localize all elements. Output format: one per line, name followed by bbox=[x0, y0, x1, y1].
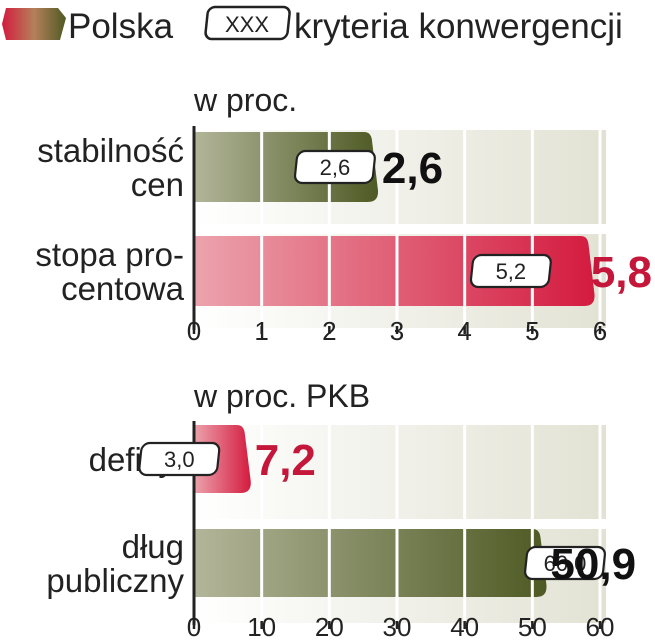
legend-criteria-box bbox=[204, 5, 291, 41]
tick-label: 10 bbox=[247, 612, 276, 640]
tick-label: 50 bbox=[518, 612, 547, 640]
bar bbox=[194, 132, 379, 202]
tick-label: 0 bbox=[187, 612, 201, 640]
legend-criteria-box-text: XXX bbox=[225, 12, 269, 37]
legend: Polska XXX kryteria konwergencji bbox=[2, 5, 623, 46]
unit-label-bottom: w proc. PKB bbox=[193, 378, 370, 414]
tick-label: 3 bbox=[390, 316, 404, 346]
criterion-label: 5,2 bbox=[496, 259, 527, 284]
criterion-box bbox=[293, 149, 376, 185]
tick-label: 20 bbox=[315, 612, 344, 640]
criterion-box bbox=[138, 441, 221, 477]
category-label: publiczny bbox=[46, 562, 184, 599]
category-label: centowa bbox=[61, 270, 185, 307]
criterion-label: 3,0 bbox=[164, 447, 195, 472]
category-label: stopa pro- bbox=[35, 236, 184, 273]
criterion-box bbox=[469, 253, 552, 289]
tick-label: 4 bbox=[457, 316, 471, 346]
value-label: 7,2 bbox=[255, 436, 316, 485]
value-label: 50,9 bbox=[550, 540, 636, 589]
tick-label: 2 bbox=[322, 316, 336, 346]
tick-label: 60 bbox=[586, 612, 615, 640]
criterion-label: 60,0 bbox=[544, 551, 587, 576]
criterion-label: 2,6 bbox=[320, 155, 351, 180]
tick-label: 5 bbox=[525, 316, 539, 346]
tick-label: 1 bbox=[254, 316, 268, 346]
category-label: dług bbox=[122, 528, 184, 565]
category-label: stabilność bbox=[37, 132, 184, 169]
tick-label: 30 bbox=[383, 612, 412, 640]
bar bbox=[194, 236, 595, 306]
legend-polska-swatch bbox=[2, 8, 66, 40]
legend-polska-label: Polska bbox=[68, 7, 174, 46]
unit-label-top: w proc. bbox=[193, 82, 297, 118]
tick-label: 40 bbox=[450, 612, 479, 640]
criterion-box bbox=[524, 545, 606, 581]
value-label: 5,8 bbox=[591, 248, 652, 297]
bar bbox=[194, 529, 547, 597]
category-label: cen bbox=[131, 166, 184, 203]
tick-label: 6 bbox=[593, 316, 607, 346]
tick-label: 0 bbox=[187, 316, 201, 346]
value-label: 2,6 bbox=[382, 144, 443, 193]
legend-criteria-label: kryteria konwergencji bbox=[294, 7, 623, 46]
